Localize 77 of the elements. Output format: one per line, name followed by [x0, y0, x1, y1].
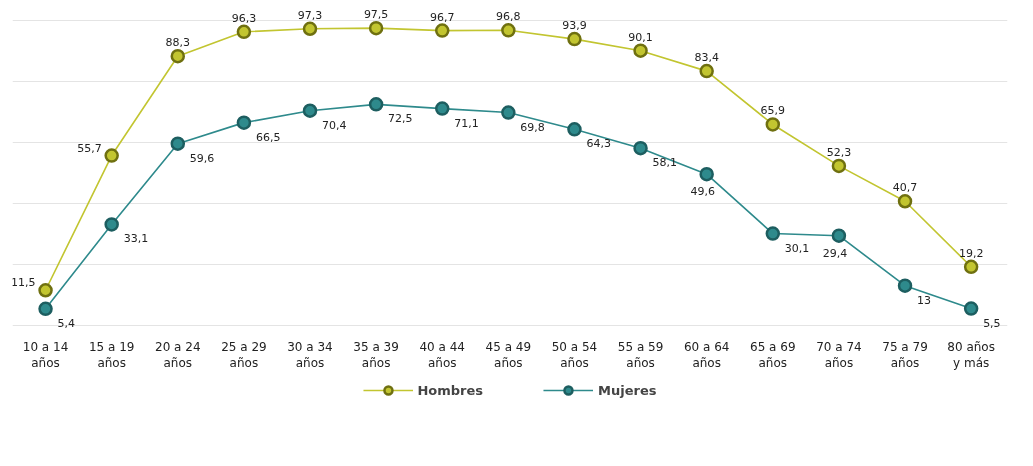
data-label: 5,4 — [57, 316, 76, 330]
x-tick-label: 25 a 29 años — [221, 339, 267, 371]
point — [765, 117, 781, 132]
point — [699, 63, 714, 79]
data-label: 96,8 — [496, 10, 521, 24]
x-tick-label: 35 a 39 años — [353, 339, 399, 371]
data-label: 65,9 — [760, 104, 786, 118]
point — [699, 166, 714, 182]
data-label: 58,1 — [652, 156, 678, 170]
point — [236, 115, 252, 130]
data-label: 72,5 — [388, 112, 413, 126]
data-label: 13 — [917, 293, 932, 307]
data-label: 33,1 — [123, 232, 149, 246]
data-label: 29,4 — [822, 246, 848, 260]
point — [501, 23, 516, 38]
data-label: 96,3 — [231, 11, 257, 25]
data-label: 83,4 — [694, 51, 719, 65]
point — [104, 217, 119, 232]
x-tick-label: 10 a 14 años — [22, 339, 69, 371]
x-tick-label: 55 a 59 años — [617, 339, 664, 371]
point — [501, 105, 516, 120]
point — [104, 148, 119, 163]
point — [567, 31, 582, 47]
point — [633, 43, 648, 58]
x-tick-label: 60 a 64 años — [683, 339, 730, 371]
data-label: 97,3 — [297, 8, 323, 22]
point — [38, 283, 53, 298]
data-label: 59,6 — [189, 151, 215, 165]
x-tick-label: 70 a 74 años — [816, 339, 862, 371]
point — [170, 136, 186, 151]
point — [434, 101, 450, 116]
data-label: 40,7 — [892, 181, 918, 195]
point — [38, 301, 53, 317]
data-label: 97,5 — [363, 8, 389, 22]
x-tick-label: 20 a 24 años — [155, 339, 201, 371]
x-tick-label: 15 a 19 años — [88, 339, 135, 371]
point — [236, 24, 252, 40]
point — [368, 97, 384, 112]
point — [434, 23, 450, 38]
point — [897, 278, 913, 293]
legend-label: Mujeres — [598, 382, 657, 398]
data-label: 49,6 — [690, 185, 715, 199]
x-tick-label: 65 a 69 años — [750, 339, 796, 371]
data-label: 19,2 — [958, 246, 984, 260]
data-label: 52,3 — [826, 145, 852, 159]
x-tick-label: 50 a 54 años — [551, 339, 598, 371]
point — [567, 122, 582, 137]
point — [633, 140, 648, 156]
data-label: 5,5 — [983, 316, 1001, 330]
x-tick-label: 30 a 34 años — [287, 339, 333, 371]
point — [831, 158, 847, 174]
point — [170, 48, 186, 64]
legend-label: Hombres — [417, 382, 484, 398]
data-label: 64,3 — [586, 137, 611, 151]
data-label: 90,1 — [628, 30, 653, 44]
point — [897, 194, 913, 209]
data-label: 96,7 — [429, 10, 455, 24]
data-label: 88,3 — [165, 36, 191, 50]
point — [765, 226, 781, 241]
data-label: 30,1 — [784, 241, 810, 255]
x-tick-label: 75 a 79 años — [882, 339, 928, 371]
point — [302, 21, 318, 36]
data-label: 93,9 — [562, 19, 587, 33]
data-label: 71,1 — [454, 116, 479, 130]
data-label: 66,5 — [255, 130, 281, 144]
point — [963, 301, 979, 316]
point — [963, 259, 979, 275]
point — [368, 20, 384, 36]
point — [831, 228, 847, 243]
x-tick-label: 80 años y más — [947, 339, 995, 371]
data-label: 11,5 — [11, 276, 36, 290]
data-label: 55,7 — [77, 141, 102, 155]
x-tick-label: 40 a 44 años — [419, 339, 465, 371]
x-tick-label: 45 a 49 años — [485, 339, 532, 371]
data-label: 69,8 — [520, 120, 545, 134]
data-label: 70,4 — [322, 118, 347, 132]
point — [302, 103, 318, 118]
